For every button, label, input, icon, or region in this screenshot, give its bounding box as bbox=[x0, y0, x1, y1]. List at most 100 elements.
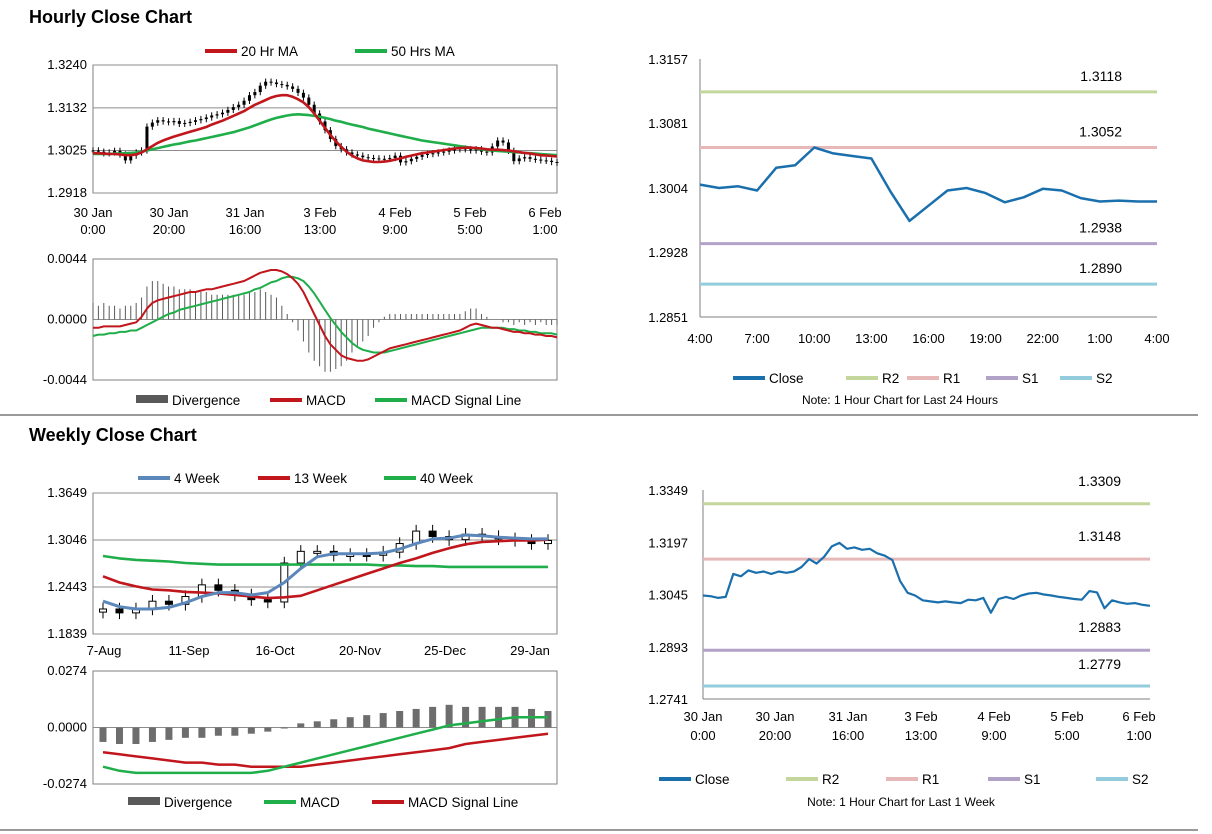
hourly-price-candle bbox=[269, 81, 273, 83]
hourly-price-candle bbox=[215, 114, 219, 116]
hourly-price-candle bbox=[150, 122, 154, 127]
hourly-price-candle bbox=[350, 152, 354, 155]
weekly-levels-xtick-date: 30 Jan bbox=[755, 709, 794, 724]
weekly-levels-ytick: 1.3197 bbox=[648, 535, 688, 550]
hourly-price-candle bbox=[452, 149, 456, 151]
hourly-price-candle bbox=[123, 154, 127, 161]
hourly-price-candle bbox=[382, 158, 386, 160]
weekly-divergence-bar bbox=[363, 715, 371, 728]
weekly-level-label-r1: 1.3148 bbox=[1078, 528, 1121, 544]
hourly-levels-xtick: 7:00 bbox=[744, 331, 769, 346]
hourly-price-candle bbox=[226, 109, 230, 113]
weekly-divergence-bar bbox=[445, 704, 453, 728]
hourly-levels-ytick: 1.2851 bbox=[648, 310, 688, 325]
hourly-levels-xtick: 16:00 bbox=[912, 331, 945, 346]
weekly-divergence-bar bbox=[214, 727, 222, 736]
weekly-level-label-s1: 1.2883 bbox=[1078, 619, 1121, 635]
hourly-levels-note: Note: 1 Hour Chart for Last 24 Hours bbox=[802, 393, 998, 407]
hourly-macd-ytick: 0.0044 bbox=[47, 251, 87, 266]
weekly-divergence-bar bbox=[330, 719, 338, 728]
hourly-price-candle bbox=[409, 158, 413, 162]
weekly-divergence-bar bbox=[181, 727, 189, 738]
weekly-levels-xtick-time: 5:00 bbox=[1054, 728, 1079, 743]
weekly-levels-xtick-date: 4 Feb bbox=[977, 709, 1010, 724]
legend-hourly-s1: S1 bbox=[1022, 371, 1039, 386]
weekly-macd-signal-line bbox=[102, 732, 549, 768]
hourly-price-candle bbox=[550, 160, 554, 162]
hourly-level-label-s2: 1.2890 bbox=[1079, 260, 1122, 276]
weekly-levels-ytick: 1.2893 bbox=[648, 640, 688, 655]
legend-weekly-divergence-swatch bbox=[128, 797, 160, 805]
hourly-price-candle bbox=[161, 120, 165, 122]
hourly-price-candle bbox=[469, 149, 473, 151]
hourly-price-candle bbox=[258, 85, 262, 93]
weekly-divergence-bar bbox=[165, 727, 173, 740]
hourly-levels-ytick: 1.3004 bbox=[648, 181, 688, 196]
hourly-price-candle bbox=[280, 84, 284, 86]
weekly-price-candle bbox=[428, 530, 437, 538]
weekly-price-xtick: 16-Oct bbox=[255, 643, 294, 658]
weekly-price-candle bbox=[214, 584, 223, 591]
weekly-price-candle bbox=[99, 608, 107, 613]
hourly-price-candle bbox=[377, 158, 381, 160]
hourly-price-candle bbox=[361, 155, 365, 158]
hourly-price-candle bbox=[177, 121, 181, 124]
weekly-price-candle bbox=[263, 599, 272, 603]
weekly-divergence-bar bbox=[264, 727, 272, 732]
weekly-levels-xtick-time: 1:00 bbox=[1126, 728, 1151, 743]
weekly-price-xtick: 20-Nov bbox=[339, 643, 381, 658]
hourly-price-candle bbox=[113, 150, 117, 153]
hourly-level-label-r2: 1.3118 bbox=[1080, 68, 1122, 84]
weekly-price-xtick: 25-Dec bbox=[424, 643, 466, 658]
hourly-price-candle bbox=[496, 140, 500, 147]
hourly-price-ytick: 1.3025 bbox=[47, 142, 87, 157]
weekly-macd-ytick: -0.0274 bbox=[43, 776, 87, 791]
legend-weekly-macd-signal: MACD Signal Line bbox=[408, 795, 518, 810]
hourly-price-candle bbox=[474, 149, 478, 151]
hourly-levels-ytick: 1.2928 bbox=[648, 245, 688, 260]
hourly-level-label-r1: 1.3052 bbox=[1079, 124, 1122, 140]
hourly-price-candle bbox=[242, 100, 246, 105]
weekly-levels-xtick-time: 9:00 bbox=[981, 728, 1006, 743]
hourly-price-candle bbox=[393, 155, 397, 159]
hourly-price-candle bbox=[91, 150, 95, 152]
weekly-price-candle bbox=[115, 608, 124, 614]
hourly-price-candle bbox=[307, 97, 311, 105]
hourly-price-candle bbox=[264, 81, 268, 86]
weekly-levels-xtick-date: 6 Feb bbox=[1122, 709, 1155, 724]
hourly-price-candle bbox=[237, 104, 241, 108]
legend-weekly-r2: R2 bbox=[822, 772, 839, 787]
legend-weekly-divergence: Divergence bbox=[164, 795, 232, 810]
weekly-levels-xtick-date: 30 Jan bbox=[683, 709, 722, 724]
legend-13-week: 13 Week bbox=[294, 471, 347, 486]
weekly-divergence-bar bbox=[148, 727, 156, 742]
weekly-levels-ytick: 1.3349 bbox=[648, 483, 688, 498]
bottom-divider bbox=[0, 829, 1198, 831]
weekly-macd-line bbox=[102, 715, 548, 775]
hourly-price-xtick-time: 0:00 bbox=[80, 222, 105, 237]
hourly-price-candle bbox=[528, 157, 532, 159]
hourly-price-candle bbox=[442, 151, 446, 153]
weekly-divergence-bar bbox=[231, 727, 239, 736]
weekly-price-xtick: 29-Jan bbox=[510, 643, 550, 658]
hourly-price-candle bbox=[372, 158, 376, 160]
weekly-price-ytick: 1.3046 bbox=[47, 532, 87, 547]
hourly-price-candle bbox=[533, 158, 537, 160]
weekly-levels-ytick: 1.3045 bbox=[648, 588, 688, 603]
hourly-close-line bbox=[699, 146, 1157, 223]
weekly-macd-ytick: 0.0000 bbox=[47, 720, 87, 735]
hourly-price-candle bbox=[96, 150, 100, 152]
weekly-macd-ytick: 0.0274 bbox=[47, 663, 87, 678]
hourly-price-candle bbox=[247, 95, 251, 101]
hourly-price-candle bbox=[420, 154, 424, 157]
hourly-price-candle bbox=[167, 121, 171, 123]
hourly-price-candle bbox=[501, 140, 505, 143]
weekly-price-candle bbox=[296, 550, 305, 564]
weekly-13wk-line bbox=[102, 538, 549, 600]
hourly-levels-xtick: 19:00 bbox=[969, 331, 1002, 346]
weekly-section-title: Weekly Close Chart bbox=[29, 425, 197, 445]
hourly-price-xtick-time: 13:00 bbox=[304, 222, 337, 237]
hourly-macd-line bbox=[93, 269, 558, 362]
hourly-price-candle bbox=[296, 88, 300, 93]
